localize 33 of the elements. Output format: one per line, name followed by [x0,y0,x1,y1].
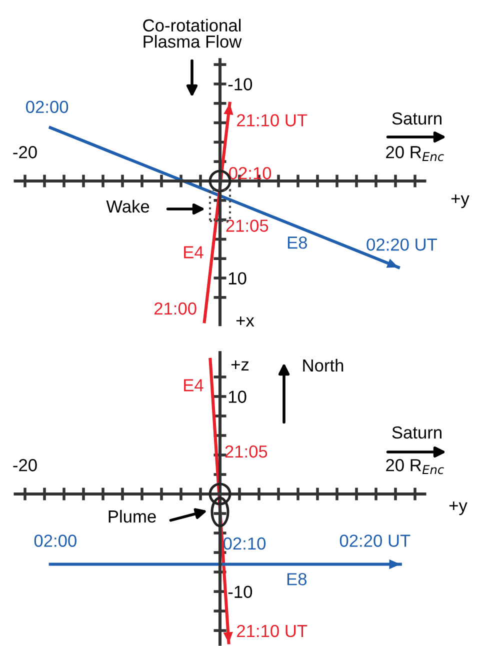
annotation: 21:00 [154,302,196,315]
annotation: Wake [106,200,150,213]
y-tick-label: 10 [228,272,246,284]
annotation: 21:10 UT [237,624,308,638]
annotation: Saturn [392,426,442,439]
annotation: 02:10 [229,167,272,180]
annotation: E4 [184,379,204,392]
y-tick-label: 10 [228,390,246,403]
x-tick-label: 20 R$_{Enc}$ [386,146,444,162]
y-tick-label: -10 [228,78,252,90]
annotation: Plume [108,510,156,523]
annotation: 02:00 [26,100,68,114]
annotation: 21:10 UT [237,114,308,126]
annotation: E8 [287,573,306,586]
y-tick-label: -10 [228,586,252,598]
text: Co-rotational Plasma Flow [143,18,242,48]
y-axis-title: +z [231,360,249,370]
annotation: 02:10 [223,537,266,550]
annotation: 02:00 [34,534,76,547]
annotation: Saturn [392,112,442,125]
x-tick-label: -20 [13,459,37,472]
annotation: 02:20 UT [366,238,438,251]
x-tick-label: -20 [13,146,37,158]
annotation: North [303,358,344,372]
annotation: E4 [184,246,204,258]
annotation: 02:20 UT [340,534,410,547]
annotation: E8 [288,236,307,249]
x-axis-title: +y [451,194,470,208]
annotation: 21:05 [226,220,268,232]
x-axis-title: +y [449,501,468,516]
y-axis-title: +x [236,316,254,326]
annotation: 21:05 [225,445,268,458]
x-tick-label: 20 R$_{Enc}$ [386,459,444,474]
